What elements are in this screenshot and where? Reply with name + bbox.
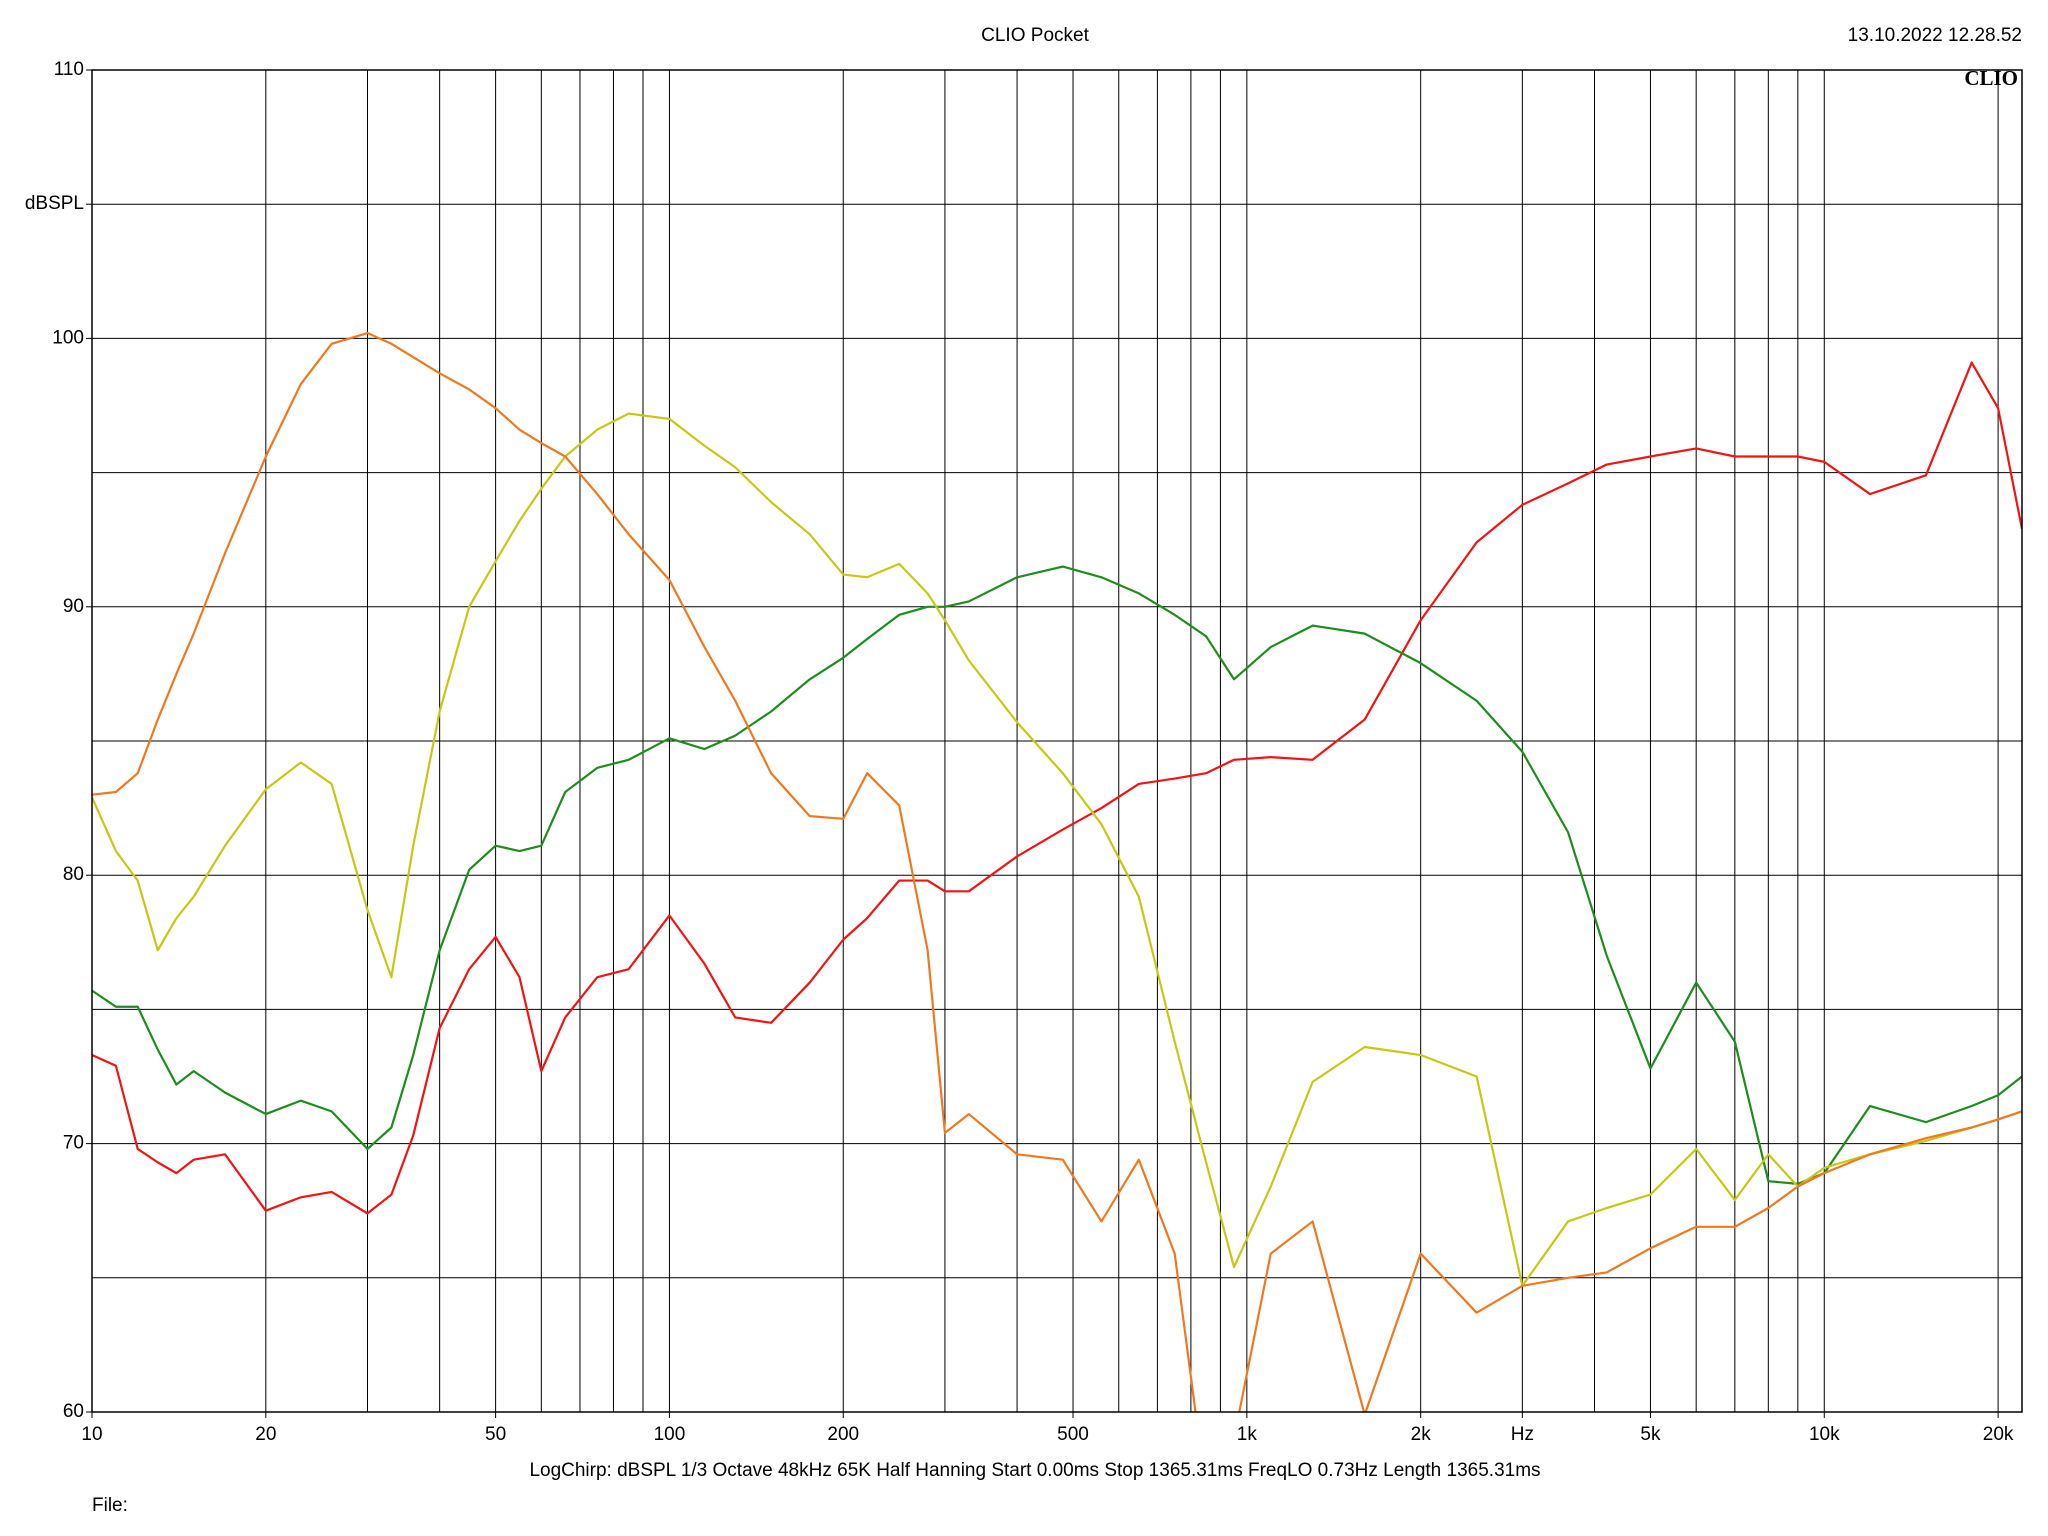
x-tick-label: 500 <box>1057 1424 1089 1445</box>
y-tick-label: 70 <box>63 1133 84 1154</box>
x-tick-label: 200 <box>827 1424 859 1445</box>
x-tick-label: Hz <box>1511 1424 1534 1445</box>
curve <box>92 331 2022 1412</box>
curve <box>92 412 2022 1287</box>
y-tick-label: 60 <box>63 1401 84 1422</box>
y-tick-label: 90 <box>63 596 84 617</box>
grid <box>92 70 2022 1412</box>
x-tick-label: 1k <box>1237 1424 1258 1445</box>
curve <box>92 565 2022 1185</box>
y-tick-label: 80 <box>63 864 84 885</box>
timestamp: 13.10.2022 12.28.52 <box>1848 25 2022 46</box>
chart-title: CLIO Pocket <box>981 25 1089 46</box>
x-tick-label: 50 <box>485 1424 506 1445</box>
file-label: File: <box>92 1495 128 1516</box>
x-tick-label: 20k <box>1983 1424 2014 1445</box>
x-tick-label: 2k <box>1411 1424 1432 1445</box>
x-tick-label: 10k <box>1809 1424 1840 1445</box>
y-tick-label: dBSPL <box>25 193 84 214</box>
curves <box>92 331 2022 1412</box>
plot-border <box>91 69 2023 1413</box>
y-tick-label: 110 <box>54 59 84 80</box>
x-tick-label: 10 <box>81 1424 102 1445</box>
x-tick-label: 5k <box>1640 1424 1661 1445</box>
footer: LogChirp: dBSPL 1/3 Octave 48kHz 65K Hal… <box>529 1460 1540 1481</box>
x-tick-label: 100 <box>654 1424 686 1445</box>
y-tick-label: 100 <box>52 327 84 348</box>
x-tick-label: 20 <box>255 1424 276 1445</box>
